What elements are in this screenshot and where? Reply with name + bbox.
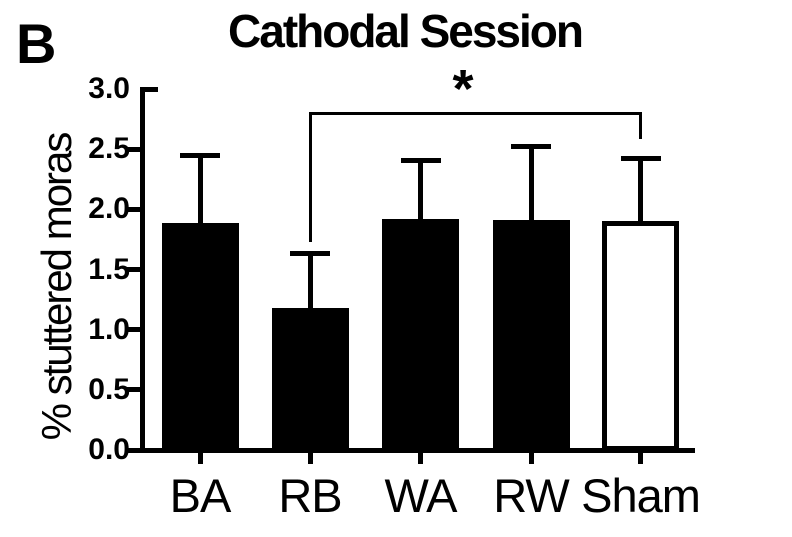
error-cap-rb — [290, 250, 330, 256]
x-tick-wa — [418, 453, 423, 464]
bar-ba — [161, 222, 239, 451]
bar-wa — [382, 219, 459, 451]
error-bar-rb — [307, 252, 313, 311]
significance-bracket-top — [308, 111, 642, 115]
category-label-wa: WA — [384, 469, 458, 522]
category-label-rw: RW — [493, 469, 569, 522]
bar-sham — [602, 221, 679, 451]
error-cap-wa — [400, 158, 441, 164]
error-bar-ba — [197, 155, 203, 225]
significance-bracket-left-drop — [308, 111, 312, 242]
x-tick-rw — [528, 453, 534, 464]
y-axis-line — [140, 86, 145, 453]
y-tick — [127, 387, 140, 393]
y-tick — [127, 267, 140, 273]
y-tick — [127, 206, 140, 212]
x-tick-ba — [197, 453, 203, 464]
bar-rw — [492, 220, 570, 451]
y-tick — [127, 447, 140, 453]
bar-rb — [271, 308, 349, 451]
error-cap-rw — [511, 143, 551, 149]
category-label-ba: BA — [169, 469, 232, 522]
x-tick-rb — [307, 453, 313, 464]
y-tick-label: 0.5 — [88, 372, 130, 406]
y-tick-label: 0.0 — [88, 433, 130, 466]
error-cap-sham — [620, 155, 661, 161]
category-label-rb: RB — [278, 469, 342, 522]
significance-bracket-right-drop — [639, 111, 642, 139]
y-axis-top-tick — [145, 86, 158, 92]
error-bar-wa — [418, 160, 423, 221]
chart-title: Cathodal Session — [228, 5, 584, 57]
error-cap-ba — [180, 153, 220, 159]
y-tick-label: 1.5 — [88, 252, 130, 286]
y-tick — [127, 327, 140, 333]
y-tick-label: 2.0 — [88, 192, 130, 226]
y-tick-label: 3.0 — [88, 72, 130, 106]
x-tick-sham — [638, 453, 643, 464]
panel-label: B — [16, 12, 57, 75]
y-tick-label: 1.0 — [88, 312, 130, 346]
error-bar-sham — [638, 157, 643, 224]
error-bar-rw — [528, 145, 534, 223]
y-tick-label: 2.5 — [88, 132, 130, 166]
y-tick — [127, 146, 140, 152]
significance-star: * — [452, 59, 474, 119]
category-label-sham: Sham — [581, 469, 701, 522]
